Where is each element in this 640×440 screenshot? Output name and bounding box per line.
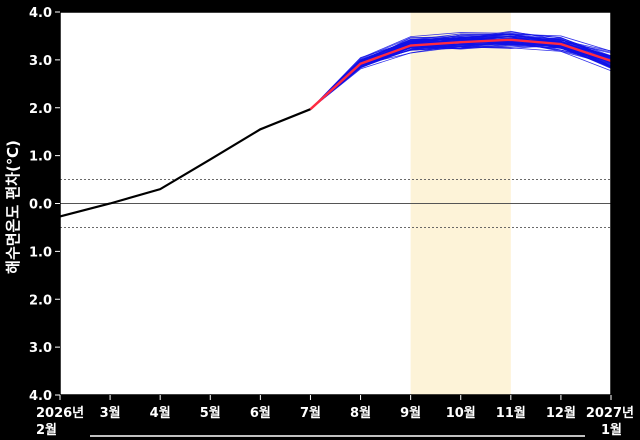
x-tick-label: 11월 bbox=[496, 405, 526, 421]
y-tick-label: 4.0 bbox=[29, 389, 52, 404]
y-tick-label: 3.0 bbox=[29, 341, 52, 356]
x-tick-label: 10월 bbox=[446, 405, 476, 421]
x-tick-sublabel: 1월 bbox=[601, 422, 622, 438]
ensemble-member-line bbox=[310, 33, 612, 110]
y-tick-label: 3.0 bbox=[29, 54, 52, 69]
ensemble-mean-line bbox=[309, 38, 612, 111]
y-tick-label: 2.0 bbox=[29, 102, 52, 117]
y-tick-label: 1.0 bbox=[29, 150, 52, 165]
x-tick-label: 6월 bbox=[250, 405, 271, 421]
x-tick-label: 7월 bbox=[300, 405, 321, 421]
threshold-lines bbox=[60, 179, 611, 228]
x-tick-label: 2026년 bbox=[36, 406, 84, 421]
y-tick-label: 4.0 bbox=[29, 6, 52, 21]
y-tick-label: 2.0 bbox=[29, 293, 52, 308]
ensemble-member-line bbox=[310, 42, 612, 110]
x-tick-label: 2027년 bbox=[586, 406, 634, 421]
y-axis-title: 해수면온도 편차(℃) bbox=[4, 140, 22, 274]
y-axis: 4.0 3.0 2.0 1.0 0.0 1.0 2.0 3.0 4.0 bbox=[29, 6, 60, 404]
x-tick-label: 4월 bbox=[150, 405, 171, 421]
x-tick-label: 3월 bbox=[100, 405, 121, 421]
y-tick-label: 0.0 bbox=[29, 198, 52, 213]
observed-line bbox=[59, 108, 311, 218]
ensemble-member-line bbox=[310, 32, 612, 110]
x-tick-label: 5월 bbox=[200, 405, 221, 421]
x-tick-label: 8월 bbox=[350, 405, 371, 421]
y-tick-label: 1.0 bbox=[29, 245, 52, 260]
ensemble-member-line bbox=[310, 37, 612, 110]
x-tick-label: 12월 bbox=[546, 405, 576, 421]
x-tick-sublabel: 2월 bbox=[36, 422, 57, 438]
x-tick-label: 9월 bbox=[400, 405, 421, 421]
